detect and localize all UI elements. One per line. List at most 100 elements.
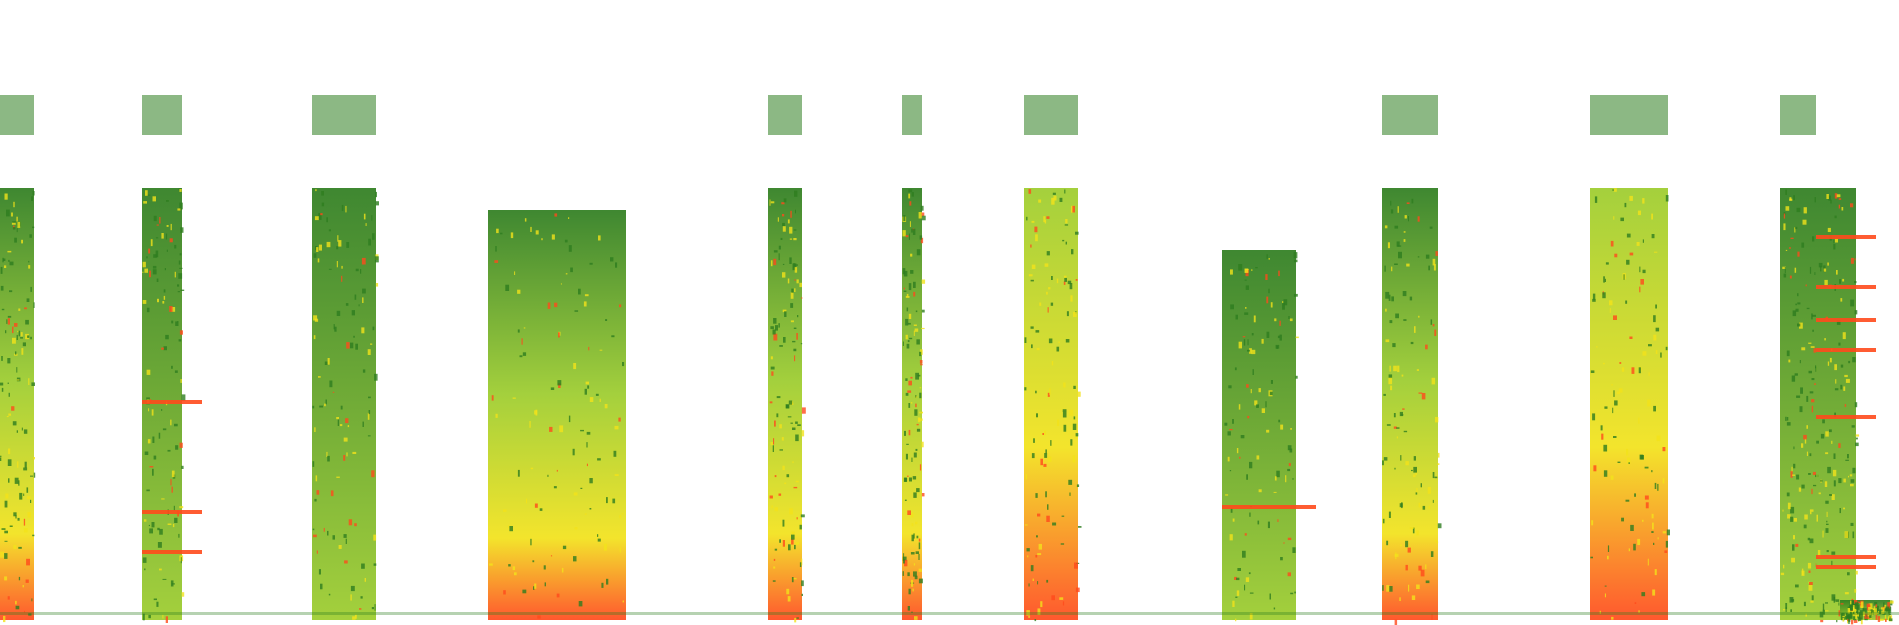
speckle [517,329,520,333]
speckle [916,339,920,345]
speckle [1390,385,1393,391]
speckle [919,349,923,355]
speckle [1822,603,1825,611]
speckle [1884,604,1887,609]
speckle [774,475,777,478]
speckle [912,228,916,235]
upper-band [312,95,376,135]
speckle [920,364,923,366]
speckle [1417,256,1420,258]
speckle [1030,244,1032,248]
speckle [1063,281,1066,285]
speckle [907,390,912,393]
spectrogram-panel [1382,95,1442,625]
speckle [916,488,920,493]
speckle [30,499,32,503]
speckle [1793,518,1797,522]
speckle [1027,555,1029,558]
speckle [1409,296,1413,301]
speckle [610,257,614,262]
speckle [1847,606,1850,608]
speckle [1035,493,1038,498]
speckle [1868,606,1871,610]
speckle [1404,215,1407,219]
speckle [578,288,581,295]
speckle [908,283,912,291]
speckle [1786,422,1791,426]
speckle [1636,242,1640,246]
speckle [1654,569,1657,576]
speckle [606,497,608,504]
speckle [1433,264,1436,271]
speckle [1247,415,1250,419]
speckle [1028,616,1031,618]
speckle [367,349,371,355]
speckle [1073,385,1076,389]
speckle [1792,310,1797,317]
speckle [1808,342,1812,344]
speckle [171,486,173,493]
speckle [1405,564,1408,571]
speckle [914,409,918,416]
speckle [1238,264,1243,271]
speckle [1057,419,1060,426]
speckle [907,510,911,515]
speckle [11,212,13,217]
speckle [361,257,366,265]
speckle [1252,369,1254,375]
speckle [346,452,348,457]
speckle [367,435,371,437]
speckle [1607,555,1609,560]
speckle [4,553,8,559]
speckle [1253,315,1256,323]
speckle [1065,219,1068,224]
speckle [1844,616,1848,620]
speckle [343,437,348,442]
speckle [921,212,925,217]
speckle [1277,335,1280,339]
speckle [1028,274,1033,277]
speckle [1028,583,1030,587]
speckle [585,381,589,385]
speckle [166,225,169,227]
speckle [1838,204,1841,209]
speckle [794,190,798,197]
speckle [1069,409,1074,416]
speckle [314,427,316,432]
speckle [801,430,805,437]
speckle [1245,577,1250,582]
speckle [363,213,366,220]
speckle [1229,470,1232,472]
speckle [336,261,338,268]
speckle [165,334,169,340]
speckle [8,413,11,416]
speckle [1841,207,1844,211]
speckle [1639,266,1641,273]
speckle [1839,508,1841,514]
speckle [1626,233,1631,238]
speckle [1653,334,1657,341]
speckle [1228,385,1232,389]
speckle [1047,392,1050,397]
speckle [912,476,917,480]
speckle [1432,324,1435,327]
speckle [30,475,34,477]
speckle [354,614,357,619]
speckle [904,499,907,501]
speckle [790,422,793,424]
speckle [1036,347,1040,351]
speckle [917,374,921,377]
speckle [1794,227,1796,233]
speckle [1248,572,1251,575]
speckle [28,265,31,269]
speckle [1888,614,1892,616]
speckle [1052,192,1056,195]
speckle [166,200,169,202]
speckle [5,493,9,499]
speckle [1855,437,1858,440]
speckle [12,221,16,223]
speckle [799,562,802,567]
speckle [1064,224,1069,226]
speckle [1614,400,1618,406]
speckle [556,469,558,472]
